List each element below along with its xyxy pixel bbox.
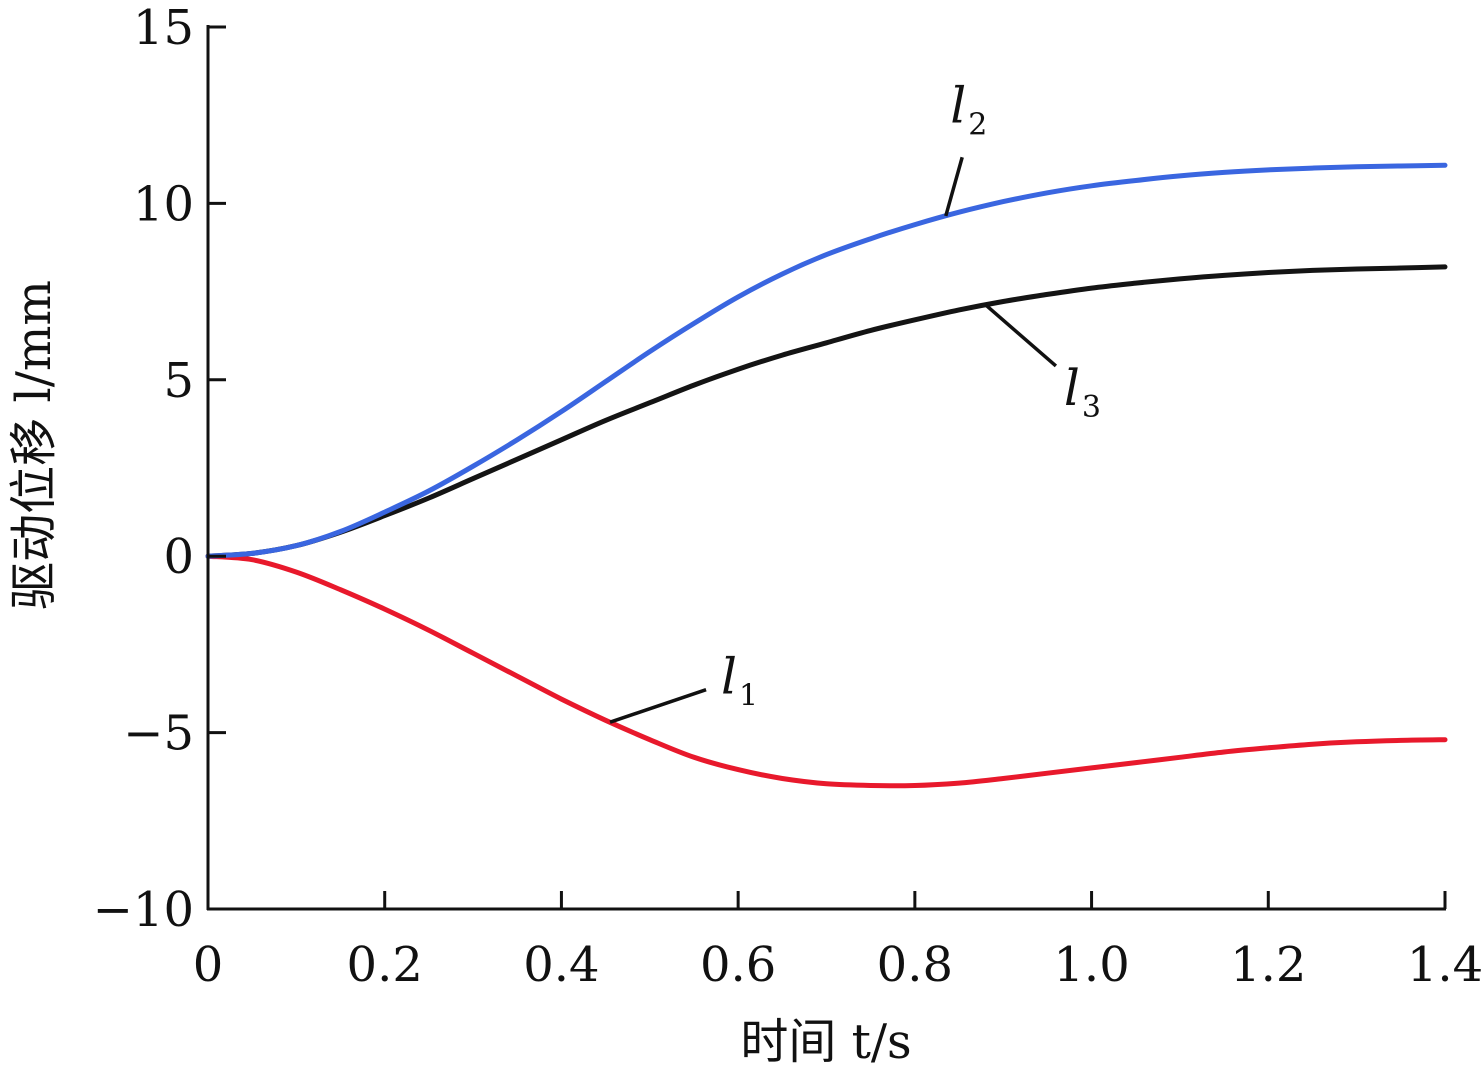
annotation-subscript-l2: 2	[968, 107, 987, 142]
annotation-subscript-l1: 1	[739, 679, 758, 714]
x-tick-label: 1.0	[1053, 937, 1129, 993]
y-tick-label: 0	[163, 529, 194, 585]
series-line-l1	[205, 553, 1448, 789]
y-tick-label: 5	[163, 353, 194, 409]
series-line-l2	[205, 162, 1448, 559]
annotation-label-l2: l	[950, 76, 966, 134]
y-tick-label: −5	[123, 706, 194, 762]
series-layer	[205, 162, 1448, 789]
x-tick-label: 0.2	[347, 937, 423, 993]
y-tick-label: 15	[133, 0, 194, 56]
annotation-leader-l3	[984, 303, 1058, 368]
x-tick-label: 1.2	[1230, 937, 1306, 993]
x-tick-label: 0.6	[700, 937, 776, 993]
x-tick-label: 1.4	[1407, 937, 1481, 993]
axes-layer	[206, 25, 1446, 911]
annotation-leader-l1	[609, 688, 707, 724]
annotations-layer: l 1l 2l 3	[609, 76, 1101, 724]
x-tick-label: 0	[193, 937, 224, 993]
ticks-layer: 0 0.2 0.4 0.6 0.8 1.0 1.2 1.4 −10 −5 0 5 10 15	[93, 0, 1481, 993]
annotation-subscript-l3: 3	[1082, 390, 1101, 425]
x-axis-title: 时间 t/s	[740, 1014, 911, 1068]
y-tick-label: −10	[93, 882, 194, 938]
y-axis-title: 驱动位移 l/mm	[6, 280, 62, 610]
x-tick-label: 0.4	[523, 937, 599, 993]
y-tick-label: 10	[133, 176, 194, 232]
series-line-l3	[205, 264, 1448, 559]
annotation-leader-l2	[944, 156, 964, 217]
annotation-label-l3: l	[1064, 359, 1080, 417]
annotation-label-l1: l	[721, 648, 737, 706]
x-tick-label: 0.8	[877, 937, 953, 993]
